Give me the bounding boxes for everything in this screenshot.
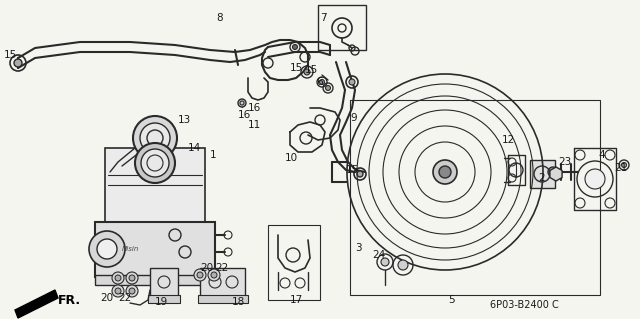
Text: FR.: FR.: [58, 293, 81, 307]
Circle shape: [141, 149, 169, 177]
Text: 15: 15: [290, 63, 303, 73]
Bar: [95, 275, 220, 285]
Circle shape: [129, 275, 135, 281]
Text: 7: 7: [320, 13, 326, 23]
Circle shape: [194, 269, 206, 281]
Text: 21: 21: [614, 163, 627, 173]
Bar: [200, 268, 245, 296]
Text: 6P03-B2400 C: 6P03-B2400 C: [490, 300, 559, 310]
Circle shape: [433, 160, 457, 184]
Text: 12: 12: [502, 135, 515, 145]
Circle shape: [621, 162, 627, 167]
Bar: [148, 295, 180, 303]
Circle shape: [126, 272, 138, 284]
Circle shape: [238, 99, 246, 107]
Text: 16: 16: [238, 110, 252, 120]
Text: 23: 23: [558, 157, 572, 167]
Polygon shape: [15, 290, 58, 318]
Text: 11: 11: [248, 120, 261, 130]
Text: 16: 16: [248, 103, 261, 113]
Circle shape: [319, 79, 324, 85]
Text: 1: 1: [210, 150, 216, 160]
Circle shape: [326, 85, 330, 91]
Circle shape: [115, 275, 121, 281]
Circle shape: [381, 258, 389, 266]
Text: 15: 15: [346, 165, 359, 175]
Circle shape: [97, 239, 117, 259]
Text: 15: 15: [305, 65, 318, 75]
Text: 13: 13: [178, 115, 191, 125]
Text: 9: 9: [350, 113, 356, 123]
Text: 14: 14: [188, 143, 201, 153]
Circle shape: [197, 272, 203, 278]
Circle shape: [115, 288, 121, 294]
Text: 3: 3: [355, 243, 362, 253]
Circle shape: [112, 285, 124, 297]
Circle shape: [133, 116, 177, 160]
Bar: [95, 222, 215, 277]
Bar: [268, 225, 320, 300]
Circle shape: [357, 171, 363, 177]
Text: Nisin: Nisin: [122, 246, 139, 252]
Circle shape: [585, 169, 605, 189]
Bar: [198, 295, 248, 303]
Circle shape: [548, 167, 558, 177]
Text: 20: 20: [200, 263, 213, 273]
Bar: [150, 268, 178, 296]
Circle shape: [292, 44, 298, 49]
Circle shape: [211, 272, 217, 278]
Text: 5: 5: [448, 295, 454, 305]
Text: 6: 6: [316, 77, 323, 87]
Text: 20: 20: [100, 293, 113, 303]
Bar: [350, 100, 600, 295]
Text: 22: 22: [118, 293, 131, 303]
Circle shape: [208, 269, 220, 281]
Circle shape: [14, 59, 22, 67]
Bar: [318, 5, 366, 50]
Circle shape: [398, 260, 408, 270]
Circle shape: [126, 285, 138, 297]
Text: 18: 18: [232, 297, 245, 307]
Circle shape: [89, 231, 125, 267]
Circle shape: [129, 288, 135, 294]
Text: 10: 10: [285, 153, 298, 163]
Circle shape: [349, 79, 355, 85]
Text: 24: 24: [372, 250, 385, 260]
Circle shape: [304, 69, 310, 75]
Text: 4: 4: [598, 150, 605, 160]
Text: 15: 15: [4, 50, 17, 60]
Text: 22: 22: [215, 263, 228, 273]
Circle shape: [135, 143, 175, 183]
Text: 8: 8: [216, 13, 223, 23]
Circle shape: [140, 123, 170, 153]
Circle shape: [439, 166, 451, 178]
Bar: [530, 160, 555, 188]
Bar: [105, 148, 205, 223]
Circle shape: [112, 272, 124, 284]
Text: 19: 19: [155, 297, 168, 307]
Text: 17: 17: [290, 295, 303, 305]
Text: 2: 2: [538, 173, 545, 183]
